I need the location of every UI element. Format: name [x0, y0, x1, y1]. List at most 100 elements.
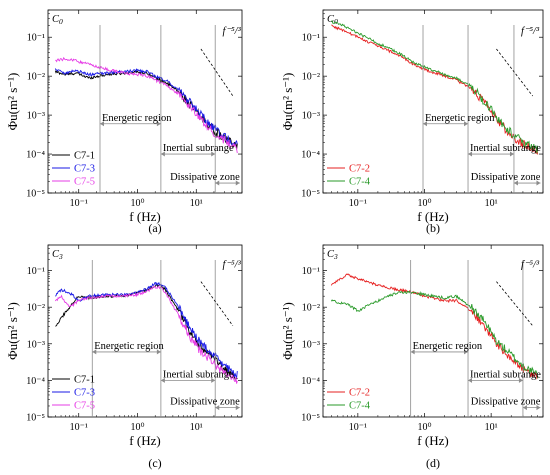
x-tick-label: 10⁰: [130, 198, 144, 209]
condition-label: C3: [327, 249, 338, 261]
arrow-head-left: [92, 349, 97, 355]
region-label: Dissipative zone: [471, 397, 541, 408]
slope-label: f⁻⁵/³: [521, 26, 540, 37]
series-group: [54, 281, 238, 384]
arrow-head-right: [536, 180, 541, 186]
arrow-head-right: [536, 405, 541, 411]
plot-frame: [47, 9, 243, 194]
arrow-head-right: [235, 405, 240, 411]
arrow-head-left: [160, 377, 165, 383]
arrow-head-left: [423, 121, 428, 127]
legend-label: C7-4: [349, 177, 371, 188]
y-tick-label: 10⁻⁴: [26, 376, 45, 387]
arrow-head-left: [99, 121, 104, 127]
arrow-head-left: [410, 349, 415, 355]
region-label: Energetic region: [102, 113, 172, 124]
region-label: Energetic region: [413, 341, 483, 352]
plot-frame: [322, 244, 544, 418]
plot-frame: [322, 9, 544, 194]
legend-entry-c7-1: C7-1: [52, 151, 95, 162]
slope-reference-line: [496, 48, 533, 97]
region-label: Dissipative zone: [170, 172, 240, 183]
y-tick-label: 10⁻²: [302, 303, 320, 314]
x-tick-label: 10¹: [485, 422, 498, 433]
x-axis-label: f (Hz): [417, 433, 448, 448]
y-tick-label: 10⁻⁵: [301, 189, 320, 200]
series-line-c7-2: [331, 24, 539, 155]
region-dissipative-zone: Dissipative zone: [170, 397, 240, 411]
series-line-c7-1: [54, 69, 238, 150]
arrow-head-right: [156, 121, 161, 127]
legend-entry-c7-2: C7-2: [327, 164, 370, 175]
y-tick-label: 10⁻³: [27, 111, 45, 122]
y-tick-label: 10⁻⁴: [301, 376, 320, 387]
arrow-head-left: [468, 151, 473, 157]
region-label: Inertial subrange: [163, 143, 234, 154]
region-label: Energetic region: [94, 341, 164, 352]
series-line-c7-3: [54, 68, 238, 146]
arrow-head-left: [215, 405, 220, 411]
arrow-head-right: [509, 151, 514, 157]
legend-entry-c7-1: C7-1: [52, 375, 95, 386]
y-tick-label: 10⁻¹: [302, 266, 320, 277]
region-dissipative-zone: Dissipative zone: [170, 172, 240, 186]
x-tick-label: 10⁻¹: [70, 422, 88, 433]
series-group: [330, 273, 539, 380]
arrow-head-right: [464, 121, 469, 127]
y-axis-label: Φu(m² s⁻¹): [280, 302, 295, 360]
x-tick-label: 10¹: [485, 198, 498, 209]
region-energetic-region: Energetic region: [423, 113, 495, 127]
series-line-c7-2: [330, 273, 539, 380]
legend-label: C7-3: [74, 388, 95, 399]
y-axis-label: Φu(m² s⁻¹): [280, 73, 295, 131]
x-tick-label: 10¹: [190, 422, 203, 433]
plot-frame: [47, 244, 243, 418]
legend-label: C7-1: [74, 375, 95, 386]
condition-label: C3: [52, 249, 63, 261]
legend-label: C7-3: [74, 164, 95, 175]
y-tick-label: 10⁻¹: [27, 266, 45, 277]
arrow-head-left: [160, 151, 165, 157]
x-tick-label: 10¹: [190, 198, 203, 209]
panel-c: 10⁻⁵ 10⁻⁴ 10⁻³ 10⁻² 10⁻¹ 10⁻¹ 10⁰ 10¹ C3 Energeti…: [5, 244, 243, 470]
region-inertial-subrange: Inertial subrange: [468, 369, 541, 383]
y-tick-label: 10⁻⁵: [26, 413, 45, 424]
y-axis-label: Φu(m² s⁻¹): [5, 302, 20, 360]
slope-label: f⁻⁵/³: [223, 260, 242, 271]
arrow-head-right: [211, 151, 216, 157]
region-label: Inertial subrange: [470, 143, 541, 154]
region-label: Dissipative zone: [170, 397, 240, 408]
y-tick-label: 10⁻⁴: [301, 150, 320, 161]
slope-label: f⁻⁵/³: [223, 26, 242, 37]
x-tick-label: 10⁻¹: [349, 198, 367, 209]
arrow-head-left: [468, 377, 473, 383]
y-tick-label: 10⁻⁵: [26, 189, 45, 200]
series-line-c7-5: [54, 285, 238, 384]
x-axis-label: f (Hz): [129, 209, 160, 224]
panel-a: 10⁻⁵ 10⁻⁴ 10⁻³ 10⁻² 10⁻¹ 10⁻¹ 10⁰ 10¹ C0 Energeti…: [5, 9, 243, 235]
legend-label: C7-2: [349, 388, 370, 399]
legend-entry-c7-3: C7-3: [52, 388, 95, 399]
series-line-c7-5: [55, 56, 238, 154]
series-line-c7-4: [330, 290, 539, 379]
arrow-head-right: [156, 349, 161, 355]
legend-label: C7-1: [74, 151, 95, 162]
legend-entry-c7-5: C7-5: [52, 401, 95, 412]
arrow-head-right: [235, 180, 240, 186]
condition-label: C0: [52, 14, 63, 26]
arrow-head-right: [518, 377, 523, 383]
x-tick-label: 10⁰: [130, 422, 144, 433]
slope-reference-line: [200, 48, 234, 97]
legend-label: C7-4: [349, 401, 371, 412]
arrow-head-left: [215, 180, 220, 186]
y-tick-label: 10⁻¹: [302, 33, 320, 44]
y-tick-label: 10⁻⁵: [301, 413, 320, 424]
region-label: Inertial subrange: [470, 369, 541, 380]
slope-reference-line: [200, 281, 234, 327]
region-label: Inertial subrange: [163, 369, 234, 380]
y-tick-label: 10⁻²: [27, 72, 45, 83]
series-group: [331, 20, 539, 155]
x-tick-label: 10⁻¹: [70, 198, 88, 209]
region-dissipative-zone: Dissipative zone: [471, 172, 541, 186]
